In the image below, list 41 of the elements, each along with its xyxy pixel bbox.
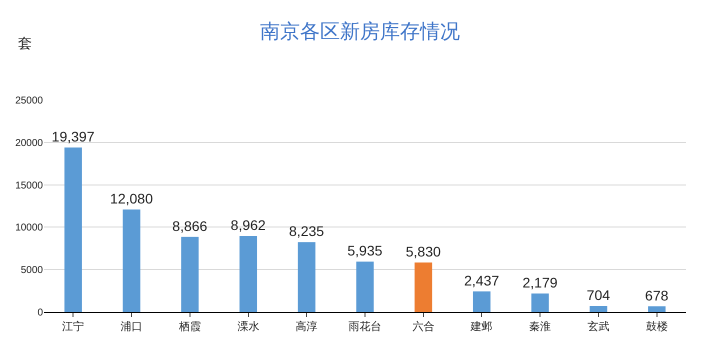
x-tick-label: 高淳 <box>296 320 318 334</box>
y-tick-label: 20000 <box>15 138 44 149</box>
bar <box>648 306 666 312</box>
x-tick-label: 六合 <box>412 320 434 334</box>
data-label: 5,935 <box>347 242 383 259</box>
x-tick-label: 鼓楼 <box>646 320 668 334</box>
data-label: 2,437 <box>464 272 500 288</box>
bar <box>414 262 432 312</box>
x-tick-label: 栖霞 <box>178 321 201 334</box>
data-label: 8,235 <box>289 223 324 240</box>
bar <box>356 262 374 312</box>
data-label: 8,866 <box>172 218 208 234</box>
x-tick-label: 溧水 <box>237 320 260 334</box>
data-label: 8,962 <box>230 217 266 233</box>
bar <box>181 236 199 312</box>
data-label: 12,080 <box>110 190 154 207</box>
x-tick-label: 玄武 <box>587 320 610 334</box>
bar <box>122 210 140 312</box>
y-tick-label: 25000 <box>15 96 44 106</box>
bar <box>64 148 82 312</box>
y-axis-title: 套 <box>18 35 32 51</box>
data-label: 5,830 <box>406 244 441 260</box>
y-tick-label: 15000 <box>15 180 44 192</box>
x-tick-label: 浦口 <box>120 321 143 334</box>
x-tick-label: 秦淮 <box>529 320 552 334</box>
data-label: 2,179 <box>522 274 558 291</box>
data-label: 678 <box>645 287 669 304</box>
chart-title: 南京各区新房库存情况 <box>260 21 460 44</box>
y-tick-label: 10000 <box>15 222 44 234</box>
bar <box>472 291 490 312</box>
y-tick-label: 0 <box>37 308 44 318</box>
bar <box>531 294 549 312</box>
x-tick-label: 建邺 <box>470 320 493 334</box>
x-tick-label: 雨花台 <box>348 320 382 334</box>
data-label: 704 <box>586 287 610 304</box>
data-label: 19,397 <box>52 128 95 145</box>
y-tick-label: 5000 <box>20 265 44 276</box>
x-tick-label: 江宁 <box>62 320 84 334</box>
bar <box>240 236 258 312</box>
bar <box>590 306 608 312</box>
bar <box>298 242 316 312</box>
